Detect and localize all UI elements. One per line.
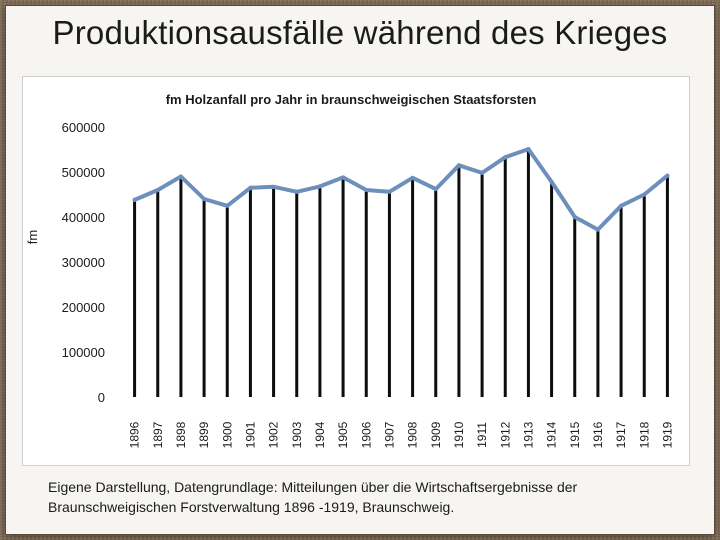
series-line (132, 147, 670, 232)
x-tick-label: 1910 (452, 421, 466, 448)
data-series (132, 147, 670, 232)
data-point-1916 (595, 227, 600, 232)
bar-1910 (457, 165, 461, 397)
y-tick-label: 500000 (62, 165, 105, 180)
data-point-1911 (480, 170, 485, 175)
x-tick-label: 1897 (151, 421, 165, 448)
y-tick-label: 300000 (62, 255, 105, 270)
data-point-1897 (155, 188, 160, 192)
bar-1902 (272, 186, 276, 397)
bar-1897 (156, 190, 160, 397)
chart-area: fm Holzanfall pro Jahr in braunschweigis… (22, 76, 690, 466)
data-point-1915 (572, 215, 577, 219)
x-tick-label: 1915 (568, 421, 582, 448)
x-tick-label: 1918 (637, 421, 651, 448)
y-tick-label: 100000 (62, 345, 105, 360)
x-tick-labels: 1896 1897 1898 1899 1900 1901 1902 1903 1904 1905… (128, 421, 675, 448)
x-tick-label: 1917 (614, 421, 628, 448)
data-point-1912 (503, 155, 508, 160)
bar-1916 (596, 229, 600, 397)
y-tick-label: 600000 (62, 120, 105, 135)
bar-1899 (202, 199, 206, 397)
x-tick-label: 1905 (336, 421, 350, 448)
slide-title: Produktionsausfälle während des Krieges (52, 14, 668, 51)
bar-1898 (179, 176, 183, 397)
x-tick-label: 1911 (475, 422, 489, 448)
data-point-1908 (410, 175, 415, 180)
y-tick-label: 200000 (62, 300, 105, 315)
x-tick-label: 1899 (197, 421, 211, 448)
bar-1919 (665, 175, 669, 397)
data-point-1918 (642, 192, 647, 197)
x-tick-label: 1912 (498, 421, 512, 448)
data-point-1902 (271, 184, 276, 189)
x-tick-label: 1902 (267, 421, 281, 448)
data-point-1914 (549, 179, 554, 184)
bar-1905 (341, 177, 345, 397)
data-point-1898 (178, 174, 183, 179)
bar-1909 (434, 189, 438, 397)
data-point-1917 (619, 203, 624, 208)
x-tick-label: 1900 (220, 421, 234, 448)
data-point-1919 (665, 173, 670, 178)
data-point-1904 (317, 184, 322, 189)
year-bars (133, 149, 669, 397)
data-point-1905 (341, 175, 346, 180)
data-point-1903 (294, 189, 299, 194)
x-tick-label: 1909 (429, 421, 443, 448)
x-tick-label: 1904 (313, 421, 327, 448)
data-point-1899 (202, 197, 207, 201)
data-point-1910 (456, 163, 461, 168)
y-tick-label: 0 (98, 390, 105, 405)
x-tick-label: 1916 (591, 421, 605, 448)
data-point-1906 (364, 188, 369, 192)
x-tick-label: 1903 (290, 421, 304, 448)
bar-1911 (480, 172, 484, 397)
data-point-1900 (225, 203, 230, 208)
bar-1901 (248, 187, 252, 397)
source-caption: Eigene Darstellung, Datengrundlage: Mitt… (48, 479, 578, 515)
x-tick-label: 1901 (243, 421, 257, 448)
bar-1915 (573, 217, 577, 397)
bar-1906 (364, 190, 368, 397)
x-tick-label: 1896 (128, 421, 142, 448)
line-chart: fm Holzanfall pro Jahr in braunschweigis… (25, 92, 675, 448)
x-tick-label: 1906 (359, 421, 373, 448)
bar-1903 (295, 191, 299, 397)
bar-1907 (387, 191, 391, 397)
y-axis-label: fm (25, 230, 40, 244)
chart-title: fm Holzanfall pro Jahr in braunschweigis… (166, 92, 537, 107)
data-point-1896 (132, 197, 137, 202)
bar-1912 (503, 157, 507, 397)
bar-1918 (642, 194, 646, 397)
data-point-1901 (248, 185, 253, 190)
bar-1917 (619, 205, 623, 397)
y-tick-labels: 0 100000 200000 300000 400000 500000 600000 (62, 120, 105, 405)
data-point-1913 (526, 147, 531, 152)
x-tick-label: 1914 (545, 421, 559, 448)
bar-1908 (411, 177, 415, 397)
bar-1913 (526, 149, 530, 397)
x-tick-label: 1907 (382, 421, 396, 448)
bar-1904 (318, 186, 322, 397)
x-tick-label: 1913 (521, 421, 535, 448)
bar-1900 (225, 205, 229, 397)
y-tick-label: 400000 (62, 210, 105, 225)
x-tick-label: 1898 (174, 421, 188, 448)
x-tick-label: 1908 (406, 421, 420, 448)
x-tick-label: 1919 (660, 421, 674, 448)
data-point-1907 (387, 189, 392, 194)
bar-1896 (133, 199, 137, 397)
data-point-1909 (433, 187, 438, 192)
bar-1914 (550, 181, 554, 397)
